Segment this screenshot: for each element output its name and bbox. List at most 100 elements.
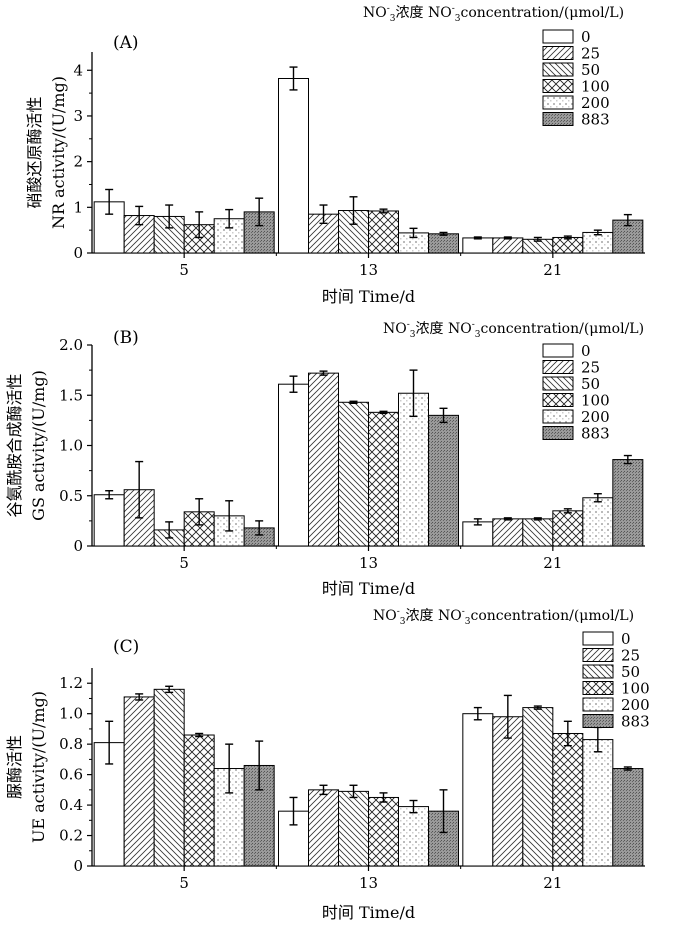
bar-0-day-21 [462,237,494,254]
bar-100-day-5 [183,734,215,867]
x-tick-label: 13 [359,261,378,279]
y-tick-label: 3 [73,107,83,125]
x-tick-label: 21 [543,874,562,892]
chart-panel-1: 0 1 2 3 4 5 13 21 (A) 时间 Time/d 硝酸还原酶活性 NR activity… [25,4,645,306]
legend-swatch-25 [582,648,614,662]
legend-title-part: - [397,607,400,617]
bar-100-day-21 [552,236,584,254]
chart-panel-2: 0 0.5 1.0 1.5 2.0 5 13 21 (B) 时间 Time/d 谷氨酰胺合成酶活性 G… [5,320,645,598]
y-tick-label: 2.0 [59,336,83,354]
y-tick-label: 2 [73,153,83,171]
y-axis-title-en: NR activity/(U/mg) [49,76,68,229]
legend-title-part: 3 [400,617,406,627]
y-tick-label: 1.2 [59,674,83,692]
legend-title-part: - [472,320,475,330]
panel-label: (B) [113,328,139,348]
bar-883-day-21 [612,459,644,547]
bar-883-day-13 [428,233,459,254]
legend-label-50: 50 [581,61,600,79]
bar-883-day-21 [612,768,644,867]
legend-title: NO-3浓度 NO-3concentration/(μmol/L) [373,607,634,627]
bar-25-day-5 [123,696,155,867]
legend-title-part: 3 [455,14,461,24]
legend-title-part: NO [383,321,407,337]
y-axis-title-cn: 谷氨酰胺合成酶活性 [5,373,24,517]
legend-swatch-883 [542,112,574,126]
bar-100-day-13 [368,796,399,867]
legend-label-100: 100 [621,680,650,698]
legend-swatch-25 [542,360,574,374]
legend-label-200: 200 [581,94,610,112]
bar-100-day-21 [552,510,584,547]
y-tick-label: 0.2 [59,827,83,845]
legend-title-part: 3 [465,617,471,627]
bar-100-day-13 [368,411,399,547]
bar-0-day-21 [462,713,494,867]
x-axis-title: 时间 Time/d [322,579,415,598]
legend-title-part: 3 [390,14,396,24]
bar-50-day-5 [153,688,185,867]
x-axis-title: 时间 Time/d [322,903,415,922]
legend-label-0: 0 [581,342,591,360]
bar-200-day-13 [398,806,429,867]
x-tick-label: 21 [543,261,562,279]
chart-panel-3: 0 0.2 0.4 0.6 0.8 1.0 1.2 5 13 21 (C) 时间 Time/d 脲酶活性… [5,607,650,922]
y-tick-label: 0.8 [59,735,83,753]
x-tick-label: 13 [359,554,378,572]
legend-swatch-200 [582,697,614,712]
legend-swatch-100 [582,681,614,695]
legend-swatch-50 [582,664,614,679]
bar-25-day-13 [308,372,339,547]
bar-25-day-21 [492,518,524,547]
y-tick-label: 1.5 [59,386,83,404]
bar-50-day-21 [522,518,554,547]
y-tick-label: 1.0 [59,705,83,723]
legend-swatch-50 [542,62,574,77]
legend-title-part: concentration/(μmol/L) [470,608,634,624]
y-tick-label: 0.4 [59,796,83,814]
y-tick-label: 0.5 [59,487,83,505]
bar-100-day-21 [552,732,584,867]
legend-swatch-0 [542,343,574,358]
bar-0-day-21 [462,521,494,547]
legend-title-part: 浓度 NO [406,608,462,624]
legend-swatch-0 [542,29,574,44]
legend-label-50: 50 [581,375,600,393]
bar-100-day-13 [368,210,399,254]
legend-label-25: 25 [621,647,640,665]
panel-label: (C) [113,637,139,657]
y-tick-label: 1 [73,198,83,216]
legend-swatch-100 [542,393,574,407]
y-tick-label: 0 [73,537,83,555]
bar-200-day-21 [582,497,614,547]
legend-label-0: 0 [581,28,591,46]
bar-883-day-13 [428,414,459,547]
legend-title-part: NO [363,5,387,21]
legend-title-part: 3 [410,330,416,340]
bar-200-day-21 [582,231,614,254]
legend-swatch-200 [542,409,574,424]
legend-label-883: 883 [621,713,650,731]
legend-title-part: 浓度 NO [396,5,452,21]
legend-title-part: - [462,607,465,617]
legend-title-part: 3 [475,330,481,340]
y-axis-title-en: UE activity/(U/mg) [29,691,48,843]
x-tick-label: 5 [179,554,189,572]
legend-label-100: 100 [581,78,610,96]
bar-200-day-21 [582,739,614,867]
legend-swatch-883 [542,426,574,440]
legend-swatch-883 [582,714,614,728]
legend-swatch-50 [542,376,574,391]
legend-label-100: 100 [581,392,610,410]
bar-25-day-13 [308,789,339,867]
y-tick-label: 4 [73,61,83,79]
x-tick-label: 13 [359,874,378,892]
legend-label-200: 200 [621,696,650,714]
legend-title-part: - [387,4,390,14]
bar-50-day-13 [338,401,369,547]
x-tick-label: 5 [179,261,189,279]
bar-50-day-13 [338,790,369,867]
y-tick-label: 0 [73,857,83,875]
bar-50-day-21 [522,707,554,867]
y-axis-title-cn: 硝酸还原酶活性 [25,96,44,208]
